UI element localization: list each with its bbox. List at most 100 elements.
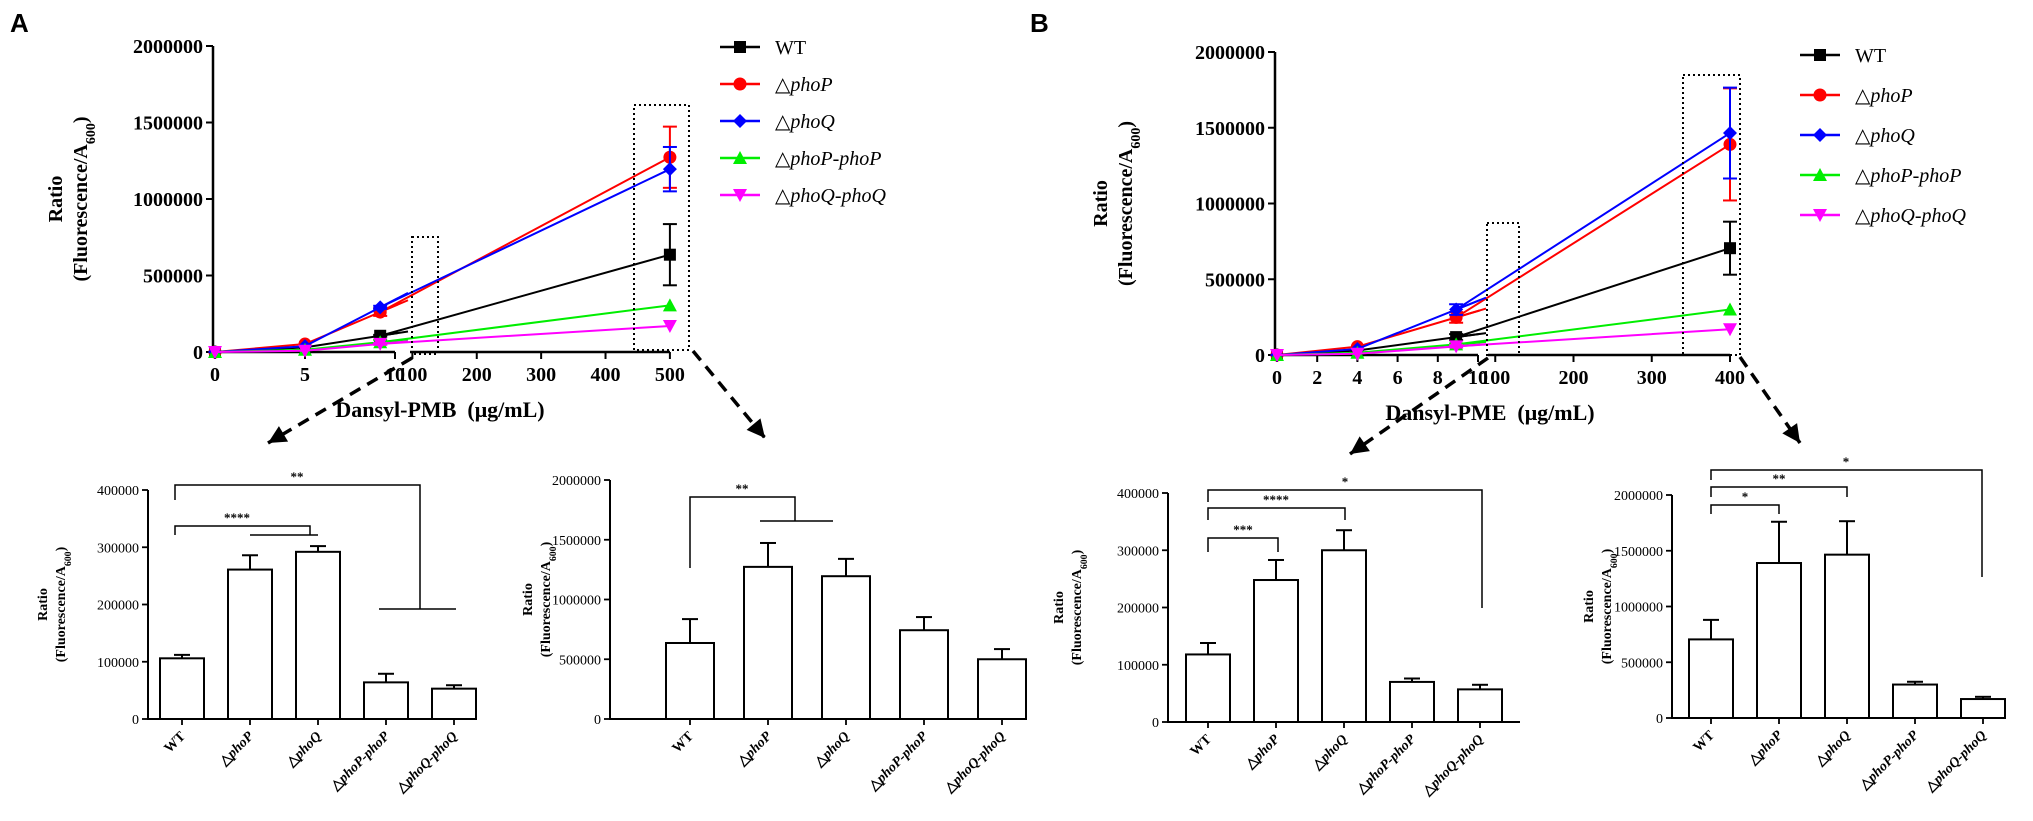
y-tick-label: 500000 [559, 653, 601, 668]
x-tick-label: 6 [1393, 367, 1403, 389]
legend-label-delta-phop-phop: △phoP-phoP [1855, 165, 1961, 187]
category-label-delta-phop-phop: △phoP-phoP [328, 729, 393, 794]
significance-label: **** [1263, 492, 1289, 507]
y-tick-label: 0 [1152, 716, 1159, 731]
zoom-arrows [267, 349, 1802, 456]
y-tick-label: 1000000 [1195, 194, 1265, 216]
series-line-delta-phoq-phoq [380, 324, 670, 345]
bar-wt [665, 641, 715, 720]
arrow-head [746, 418, 765, 438]
zoom-box [1486, 222, 1520, 356]
legend-marker [734, 41, 746, 53]
y-axis-label: Ratio [521, 583, 536, 616]
legend-marker [1813, 88, 1827, 102]
y-tick-label: 0 [132, 713, 139, 728]
x-tick-label: 100 [1480, 367, 1510, 389]
bar-delta-phoq [295, 550, 341, 721]
y-tick-label: 300000 [1117, 544, 1159, 559]
category-label-wt: WT [162, 729, 190, 757]
y-tick-label: 400000 [1117, 487, 1159, 502]
x-tick-label: 8 [1433, 367, 1443, 389]
legend-label-delta-phop: △phoP [775, 74, 833, 96]
data-point-delta-phoq-phoq [1449, 340, 1464, 354]
data-point-delta-phoq [1449, 302, 1464, 317]
legend-marker [733, 151, 747, 164]
chart-b-line: 0 500000 1000000 1500000 2000000 Ratio (Fluore… [1090, 42, 1966, 425]
bar-delta-phop [227, 568, 273, 721]
y-tick-label: 1500000 [1614, 545, 1663, 560]
panel-letter-b: B [1030, 8, 1049, 38]
bar-wt [1688, 638, 1734, 720]
y-tick-label: 500000 [1621, 656, 1663, 671]
legend-label-delta-phop-phop: △phoP-phoP [775, 148, 881, 170]
category-label-delta-phop-phop: △phoP-phoP [866, 729, 931, 794]
y-axis-label-units: (Fluorescence/A600) [1070, 549, 1090, 665]
data-point-wt [1724, 242, 1736, 255]
data-point-delta-phop-phop [1723, 302, 1737, 316]
x-tick-label: 0 [1272, 367, 1282, 389]
x-tick-label: 10 [1468, 367, 1488, 389]
legend-marker [733, 114, 747, 128]
category-label-delta-phoq-phoq: △phoQ-phoQ [393, 729, 460, 796]
y-tick-label: 100000 [97, 656, 139, 671]
significance-label: ** [736, 481, 749, 496]
data-point-delta-phoq [373, 300, 388, 315]
bar-delta-phoq-phoq [431, 687, 477, 720]
x-tick-label: 4 [1352, 367, 1362, 389]
series-line-delta-phoq [379, 168, 671, 309]
bar-delta-phop-phop [1892, 683, 1938, 719]
bar-wt [159, 657, 205, 721]
legend-label-wt: WT [1855, 45, 1886, 67]
x-axis-label: Dansyl-PMB (μg/mL) [335, 397, 544, 422]
y-tick-label: 200000 [97, 599, 139, 614]
bar-delta-phoq-phoq [1960, 698, 2006, 719]
bar-delta-phoq [1824, 553, 1870, 720]
significance-label: ** [1773, 471, 1786, 486]
y-axis-label-units: (Fluorescence/A600) [539, 541, 559, 657]
category-label-wt: WT [670, 729, 698, 757]
bar-delta-phoq-phoq [1457, 688, 1503, 723]
x-tick-label: 500 [655, 364, 685, 386]
y-tick-label: 1000000 [133, 189, 203, 211]
significance-bracket [1207, 537, 1279, 552]
bar-wt [1185, 653, 1231, 724]
arrow-head [268, 426, 289, 443]
category-label-delta-phoq-phoq: △phoQ-phoQ [1922, 728, 1989, 795]
y-axis-label-units: (Fluorescence/A600) [70, 116, 99, 281]
data-point-delta-phoq-phoq [373, 337, 388, 351]
significance-bracket [1710, 486, 1848, 497]
significance-bracket [174, 525, 311, 535]
x-tick-label: 300 [526, 364, 556, 386]
category-label-delta-phop-phop: △phoP-phoP [1354, 732, 1419, 797]
y-axis-label-units: (Fluorescence/A600) [54, 546, 74, 662]
data-point-delta-phoq-phoq [1270, 349, 1284, 362]
category-label-delta-phop-phop: △phoP-phoP [1857, 728, 1922, 793]
zoom-box [633, 104, 690, 351]
y-tick-label: 300000 [97, 541, 139, 556]
y-tick-label: 1000000 [552, 594, 601, 609]
chart-a-bar-10: 0 100000 200000 300000 400000 Ratio (Fluoresce… [36, 469, 477, 797]
bar-delta-phop [1756, 562, 1802, 720]
chart-a-bar-500: 0 500000 1000000 1500000 2000000 Ratio (Fluore… [521, 474, 1027, 797]
legend-marker [1813, 209, 1827, 222]
legend-label-delta-phoq-phoq: △phoQ-phoQ [1855, 205, 1966, 227]
data-point-delta-phoq-phoq [1350, 347, 1365, 361]
legend-label-delta-phoq: △phoQ [775, 111, 835, 133]
category-label-delta-phoq: △phoQ [1812, 728, 1853, 769]
x-tick-label: 5 [300, 364, 310, 386]
dashed-arrow [1349, 356, 1489, 456]
chart-a-line: 0 500000 1000000 1500000 2000000 Ratio (Fluore… [45, 36, 886, 422]
y-tick-label: 2000000 [1614, 489, 1663, 504]
significance-label: * [1742, 489, 1749, 504]
significance-bracket [1710, 469, 1983, 577]
y-axis-label: Ratio [36, 588, 51, 621]
y-axis-label: Ratio [1582, 590, 1597, 623]
zoom-box [411, 236, 439, 355]
legend-marker [733, 189, 747, 202]
significance-label: **** [224, 510, 250, 525]
y-tick-label: 500000 [1205, 269, 1265, 291]
significance-label: * [1342, 474, 1349, 489]
bar-delta-phoq-phoq [977, 658, 1027, 720]
y-tick-label: 1500000 [133, 113, 203, 135]
y-axis-label-units: (Fluorescence/A600) [1600, 548, 1620, 664]
